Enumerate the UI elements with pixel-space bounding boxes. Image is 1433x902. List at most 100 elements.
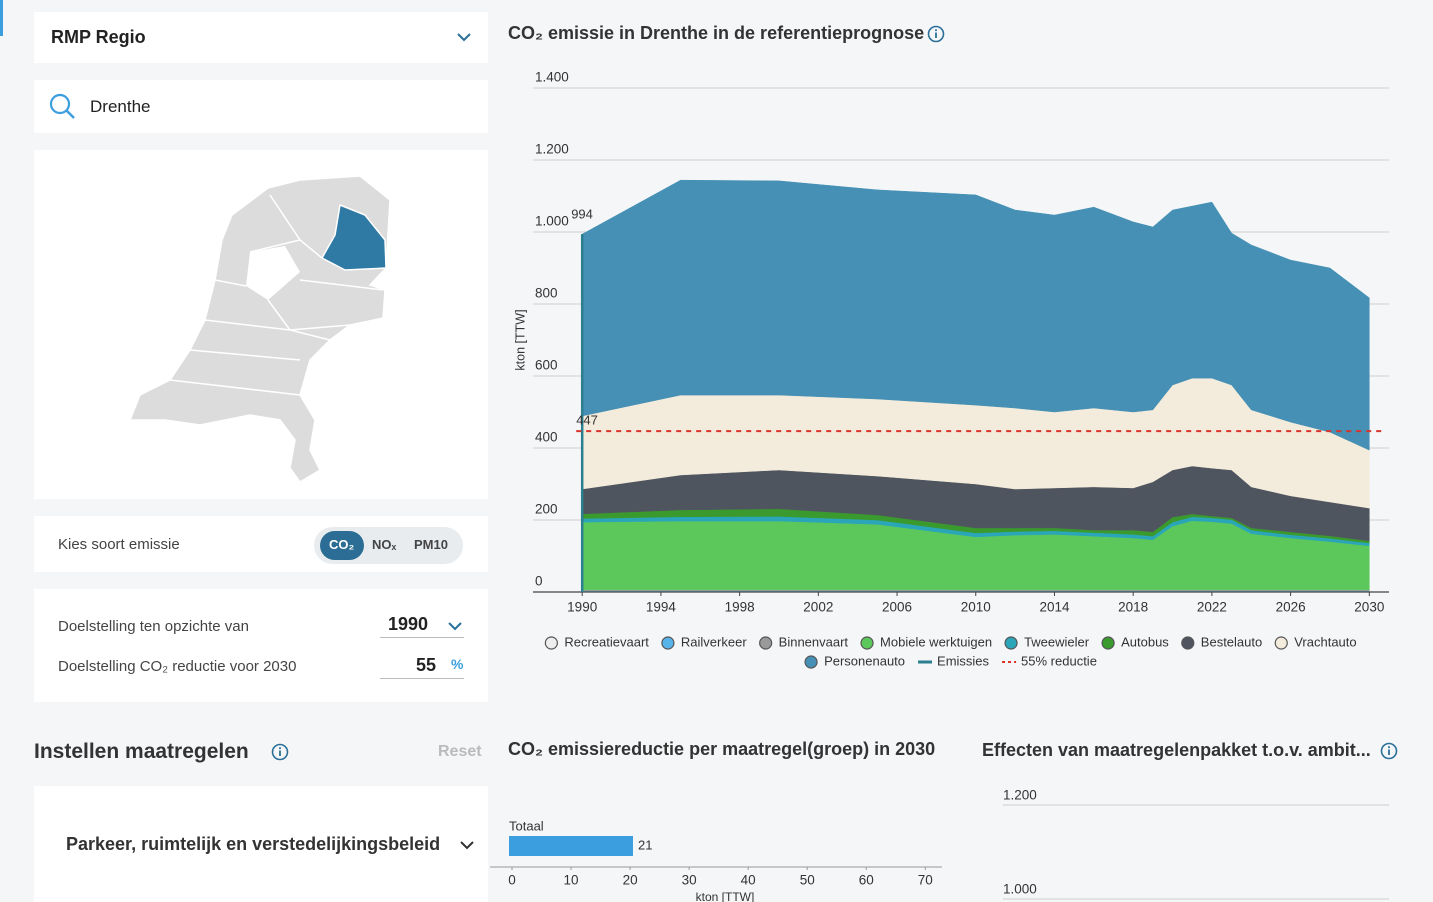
legend-item: Emissies [918, 653, 990, 668]
measure-group[interactable]: Parkeer, ruimtelijk en verstedelijkingsb… [34, 786, 488, 902]
lake [246, 246, 300, 300]
region-select[interactable]: RMP Regio [34, 12, 488, 63]
reduction-annotation: 447 [576, 413, 598, 428]
emissions-annotation: 994 [571, 207, 593, 222]
legend-label: Personenauto [824, 653, 905, 668]
y-tick-label: 1.200 [1003, 788, 1037, 803]
y-tick-label: 1.000 [535, 214, 569, 229]
reduction-unit: % [451, 656, 464, 672]
x-axis-label: kton [TTW] [696, 890, 755, 902]
value-label: 21 [638, 837, 652, 852]
legend-row: Personenauto Emissies 55% reductie [804, 653, 1097, 669]
legend-item: Vrachtauto [1274, 634, 1357, 650]
emission-panel: Kies soort emissie CO₂ NOₓ PM10 [34, 516, 488, 572]
y-tick-label: 600 [535, 358, 558, 373]
search-box[interactable]: Drenthe [34, 80, 488, 133]
region-select-label: RMP Regio [51, 27, 146, 47]
emission-toggle: CO₂ NOₓ PM10 [314, 527, 463, 564]
chevron [448, 622, 462, 631]
y-tick-label: 200 [535, 502, 558, 517]
y-tick-label: 400 [535, 430, 558, 445]
x-tick-label: 2018 [1118, 600, 1148, 615]
x-tick-label: 2022 [1197, 600, 1227, 615]
legend-label: Tweewieler [1024, 634, 1090, 649]
legend-marker [544, 636, 558, 650]
x-tick-label: 2014 [1039, 600, 1070, 615]
x-tick-label: 70 [918, 873, 933, 888]
measure-group-title: Parkeer, ruimtelijk en verstedelijkingsb… [66, 834, 441, 854]
chevron [460, 841, 474, 850]
legend-item: Bestelauto [1181, 634, 1262, 650]
x-tick-label: 20 [623, 873, 638, 888]
chart-title: CO₂ emissiereductie per maatregel(groep)… [508, 739, 935, 759]
chart-title: Effecten van maatregelenpakket t.o.v. am… [982, 740, 1371, 760]
reduction-value[interactable]: 55 [416, 655, 437, 675]
chevron [457, 33, 471, 42]
info-icon[interactable] [927, 25, 945, 43]
target-year[interactable]: 1990 [388, 614, 429, 634]
legend-marker [804, 655, 818, 669]
legend-marker [1004, 636, 1018, 650]
legend-item: Personenauto [804, 653, 905, 669]
legend-label: Recreatievaart [564, 634, 649, 649]
search-icon [49, 93, 75, 119]
chart-title: CO₂ emissie in Drenthe in de referentiep… [508, 23, 924, 43]
legend-item: Mobiele werktuigen [860, 634, 992, 650]
map [128, 175, 391, 483]
x-tick-label: 2006 [882, 600, 912, 615]
legend-item: Tweewieler [1004, 634, 1090, 650]
y-tick-label: 800 [535, 286, 558, 301]
y-tick-label: 1.200 [535, 142, 569, 157]
x-tick-label: 10 [564, 873, 579, 888]
x-tick-label: 2026 [1276, 600, 1306, 615]
legend-row: Recreatievaart Railverkeer Binnenvaart Mobi… [544, 634, 1357, 650]
toggle-option[interactable]: PM10 [414, 537, 448, 552]
legend-label: Binnenvaart [779, 634, 849, 649]
legend-label: Railverkeer [681, 634, 747, 649]
legend-marker [661, 636, 675, 650]
legend-marker [1101, 636, 1115, 650]
info-icon[interactable] [271, 743, 289, 761]
x-tick-label: 0 [508, 873, 516, 888]
legend-item: 55% reductie [1002, 653, 1097, 668]
target-label: Doelstelling ten opzichte van [58, 618, 249, 635]
info-icon[interactable] [1380, 742, 1398, 760]
legend-item: Recreatievaart [544, 634, 649, 650]
legend-marker [1181, 636, 1195, 650]
y-axis-label: kton [TTW] [513, 309, 527, 370]
target-panel: Doelstelling ten opzichte van 1990 Doels… [34, 589, 488, 702]
map-panel [34, 150, 488, 499]
plot-layer [533, 87, 1389, 596]
section-title: Instellen maatregelen [34, 740, 249, 763]
x-tick-label: 2030 [1354, 600, 1384, 615]
y-tick-label: 0 [535, 574, 543, 589]
province-borders [169, 194, 384, 396]
legend-item: Railverkeer [661, 634, 747, 650]
bar [509, 836, 633, 856]
x-tick-label: 30 [682, 873, 697, 888]
category-label: Totaal [509, 818, 544, 833]
legend-label: Autobus [1121, 634, 1169, 649]
legend-item: Autobus [1101, 634, 1169, 650]
y-tick-label: 1.000 [1003, 882, 1037, 897]
selected-province[interactable] [320, 203, 387, 271]
active-indicator [0, 0, 3, 36]
toggle-option[interactable]: CO₂ [329, 537, 355, 552]
reduction-label: Doelstelling CO₂ reductie voor 2030 [58, 658, 297, 675]
underline [380, 678, 464, 679]
reset-button[interactable]: Reset [438, 743, 482, 760]
x-tick-label: 1994 [646, 600, 677, 615]
legend-label: Bestelauto [1201, 634, 1262, 649]
y-tick-label: 1.400 [535, 70, 569, 85]
legend-marker [759, 636, 773, 650]
toggle-option[interactable]: NOₓ [372, 537, 397, 552]
toggle-selected [320, 531, 364, 560]
emission-label: Kies soort emissie [58, 536, 180, 553]
x-tick-label: 2002 [803, 600, 833, 615]
legend-label: Vrachtauto [1294, 634, 1356, 649]
legend-marker [1274, 636, 1288, 650]
x-tick-label: 50 [800, 873, 815, 888]
underline [380, 637, 464, 638]
